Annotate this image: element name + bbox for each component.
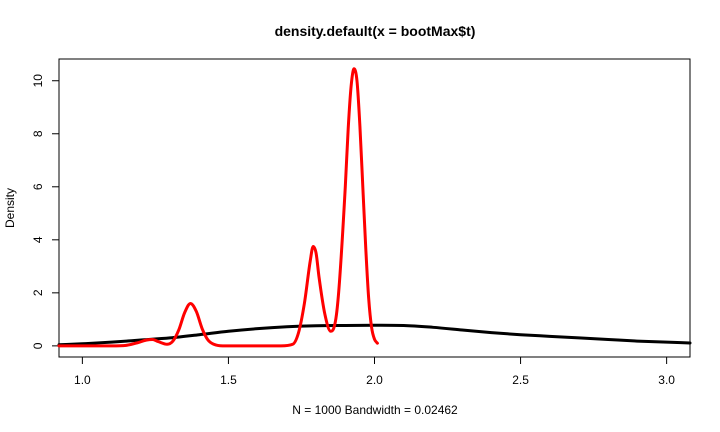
y-tick-label: 10 <box>31 74 45 88</box>
x-axis-label: N = 1000 Bandwidth = 0.02462 <box>292 403 458 417</box>
y-axis-label: Density <box>3 188 17 228</box>
density-line-1 <box>57 67 379 348</box>
density-line-0 <box>57 323 692 347</box>
x-tick-label: 1.5 <box>220 373 237 387</box>
x-axis: 1.0 1.5 2.0 2.5 3.0 <box>74 357 675 387</box>
x-tick-label: 2.0 <box>366 373 383 387</box>
x-tick-label: 3.0 <box>658 373 675 387</box>
plot-lines <box>57 67 692 348</box>
y-tick-label: 0 <box>31 342 45 349</box>
plot-frame <box>58 58 691 358</box>
x-tick-label: 1.0 <box>74 373 91 387</box>
y-tick-label: 4 <box>31 236 45 243</box>
chart-title: density.default(x = bootMax$t) <box>275 23 476 39</box>
x-tick-label: 2.5 <box>512 373 529 387</box>
y-tick-label: 6 <box>31 183 45 190</box>
y-tick-label: 8 <box>31 130 45 137</box>
y-tick-label: 2 <box>31 289 45 296</box>
y-axis: 0 2 4 6 8 10 <box>31 74 59 349</box>
